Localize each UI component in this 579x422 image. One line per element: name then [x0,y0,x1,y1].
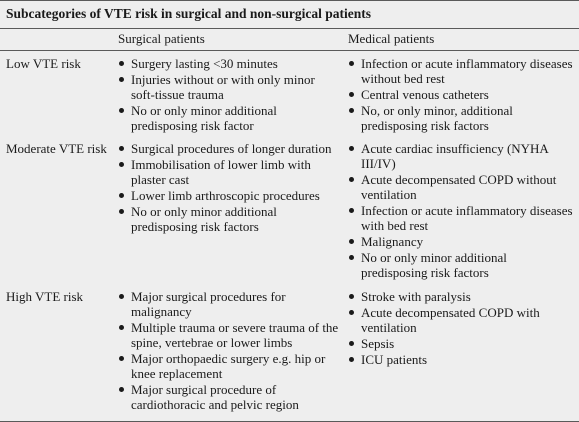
list-item: Multiple trauma or severe trauma of the … [118,320,340,350]
moderate-risk-surgical-cell: Surgical procedures of longer duration I… [118,141,340,235]
list-item: Acute decompensated COPD with ventilatio… [348,305,574,335]
row-label-low-risk: Low VTE risk [6,56,81,71]
list-item: No or only minor additional predisposing… [118,103,340,133]
low-risk-medical-cell: Infection or acute inflammatory diseases… [348,56,574,134]
list-item: Major surgical procedures for malignancy [118,289,340,319]
low-risk-surgical-cell: Surgery lasting <30 minutes Injuries wit… [118,56,340,134]
list-item: Sepsis [348,336,574,351]
high-risk-surgical-list: Major surgical procedures for malignancy… [118,289,340,412]
list-item: Infection or acute inflammatory diseases… [348,203,574,233]
list-item: No or only minor additional predisposing… [348,250,574,280]
title-divider [0,28,579,29]
list-item: Acute decompensated COPD without ventila… [348,172,574,202]
moderate-risk-medical-cell: Acute cardiac insufficiency (NYHA III/IV… [348,141,574,281]
high-risk-surgical-cell: Major surgical procedures for malignancy… [118,289,340,413]
header-divider [0,50,579,51]
list-item: Injuries without or with only minor soft… [118,72,340,102]
low-risk-medical-list: Infection or acute inflammatory diseases… [348,56,574,133]
list-item: Malignancy [348,234,574,249]
list-item: Infection or acute inflammatory diseases… [348,56,574,86]
high-risk-medical-list: Stroke with paralysis Acute decompensate… [348,289,574,367]
row-label-moderate-risk: Moderate VTE risk [6,141,107,156]
list-item: Surgery lasting <30 minutes [118,56,340,71]
row-label-high-risk: High VTE risk [6,289,84,304]
list-item: Surgical procedures of longer duration [118,141,340,156]
moderate-risk-surgical-list: Surgical procedures of longer duration I… [118,141,340,234]
list-item: Acute cardiac insufficiency (NYHA III/IV… [348,141,574,171]
moderate-risk-medical-list: Acute cardiac insufficiency (NYHA III/IV… [348,141,574,280]
list-item: No, or only minor, additional predisposi… [348,103,574,133]
header-medical-patients: Medical patients [348,31,435,46]
list-item: Stroke with paralysis [348,289,574,304]
list-item: ICU patients [348,352,574,367]
high-risk-medical-cell: Stroke with paralysis Acute decompensate… [348,289,574,368]
table-title: Subcategories of VTE risk in surgical an… [6,6,372,21]
list-item: Major orthopaedic surgery e.g. hip or kn… [118,351,340,381]
low-risk-surgical-list: Surgery lasting <30 minutes Injuries wit… [118,56,340,133]
list-item: Major surgical procedure of cardiothorac… [118,382,340,412]
list-item: Immobilisation of lower limb with plaste… [118,157,340,187]
list-item: Central venous catheters [348,87,574,102]
list-item: Lower limb arthroscopic procedures [118,188,340,203]
list-item: No or only minor additional predisposing… [118,204,340,234]
header-surgical-patients: Surgical patients [118,31,205,46]
